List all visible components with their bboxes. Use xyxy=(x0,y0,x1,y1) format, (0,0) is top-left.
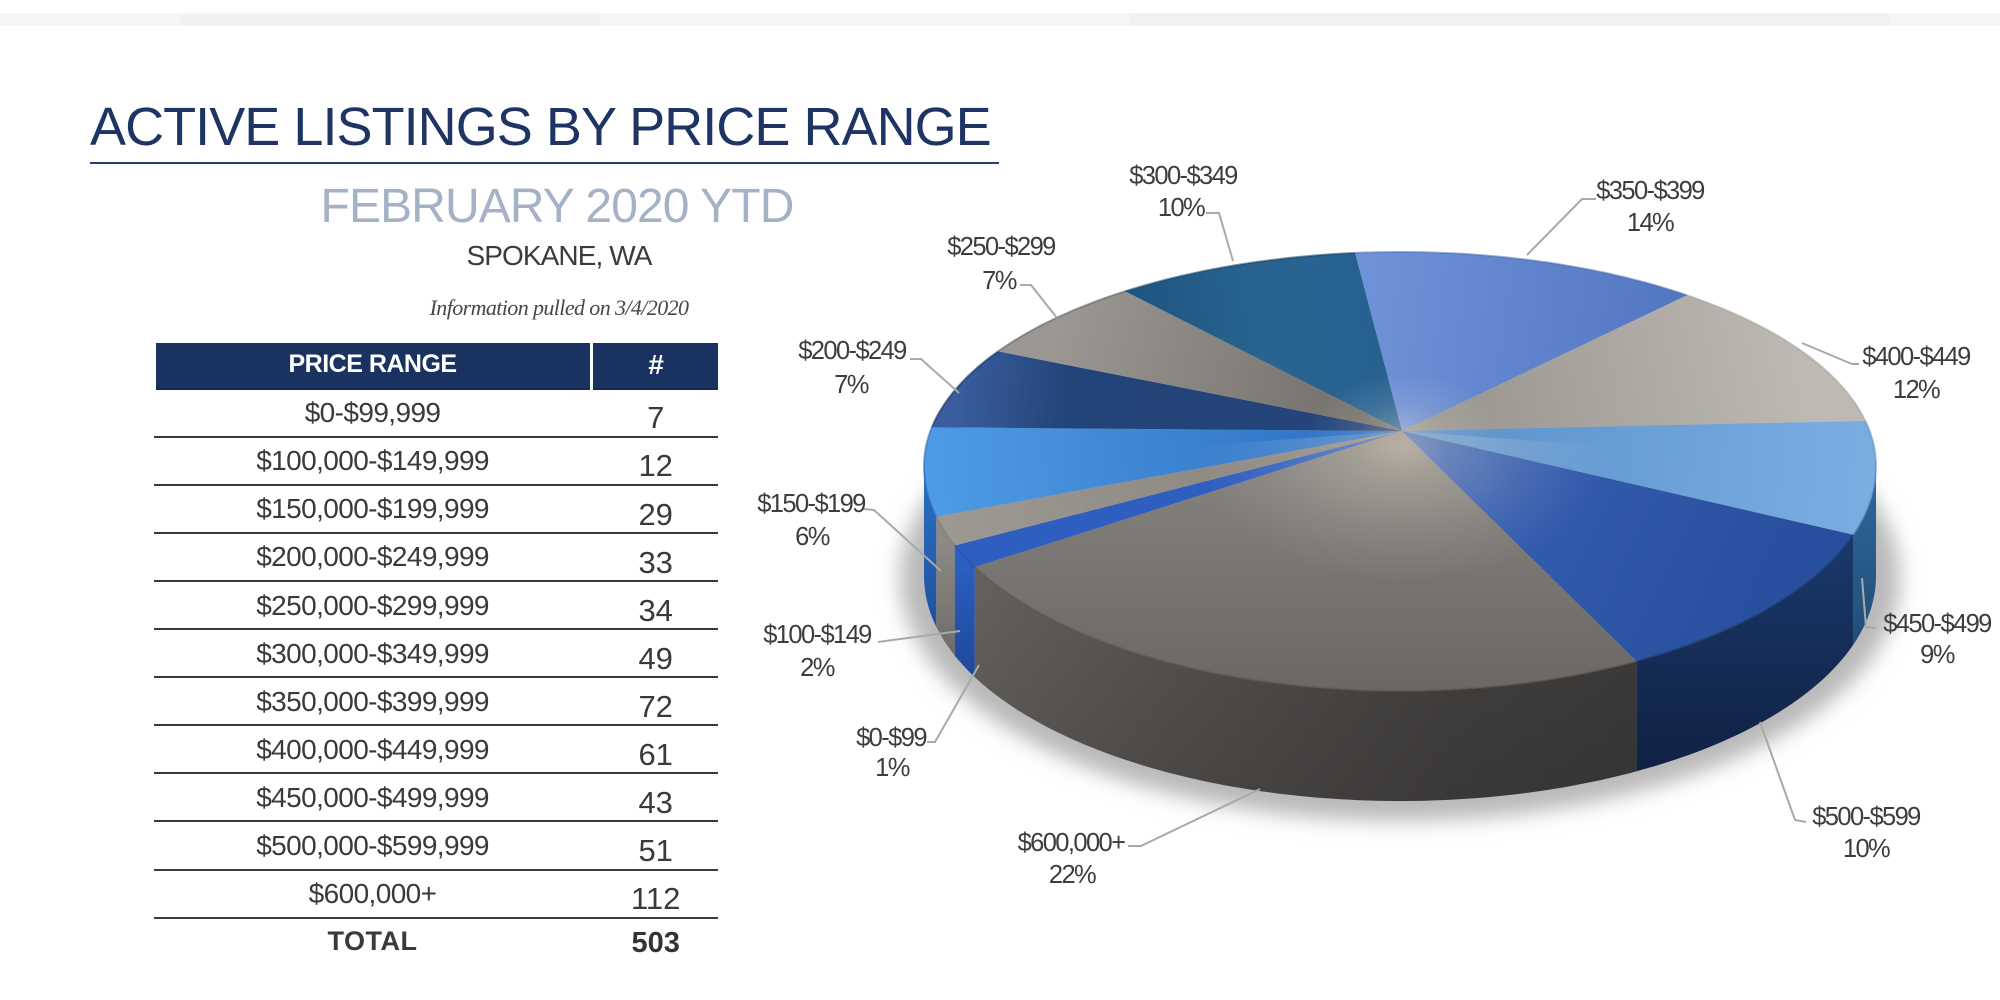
svg-text:$150-$199: $150-$199 xyxy=(757,490,865,518)
svg-text:$350-$399: $350-$399 xyxy=(1596,177,1704,205)
svg-text:$250-$299: $250-$299 xyxy=(947,233,1055,261)
svg-text:9%: 9% xyxy=(1920,641,1955,669)
svg-text:2%: 2% xyxy=(800,654,835,682)
svg-text:$400-$449: $400-$449 xyxy=(1862,343,1970,371)
svg-text:6%: 6% xyxy=(795,523,830,551)
svg-text:14%: 14% xyxy=(1627,209,1674,237)
svg-text:7%: 7% xyxy=(834,371,869,399)
svg-text:$300-$349: $300-$349 xyxy=(1129,162,1237,190)
svg-text:1%: 1% xyxy=(875,754,910,782)
svg-text:$100-$149: $100-$149 xyxy=(763,621,871,649)
svg-text:7%: 7% xyxy=(982,267,1017,295)
svg-text:$600,000+: $600,000+ xyxy=(1018,829,1126,857)
svg-text:$450-$499: $450-$499 xyxy=(1883,610,1991,638)
svg-text:22%: 22% xyxy=(1049,861,1096,889)
svg-text:$0-$99: $0-$99 xyxy=(856,724,926,752)
svg-text:12%: 12% xyxy=(1893,376,1940,404)
svg-text:10%: 10% xyxy=(1158,194,1205,222)
svg-text:$500-$599: $500-$599 xyxy=(1812,803,1920,831)
svg-text:$200-$249: $200-$249 xyxy=(798,337,906,365)
svg-text:10%: 10% xyxy=(1843,835,1890,863)
